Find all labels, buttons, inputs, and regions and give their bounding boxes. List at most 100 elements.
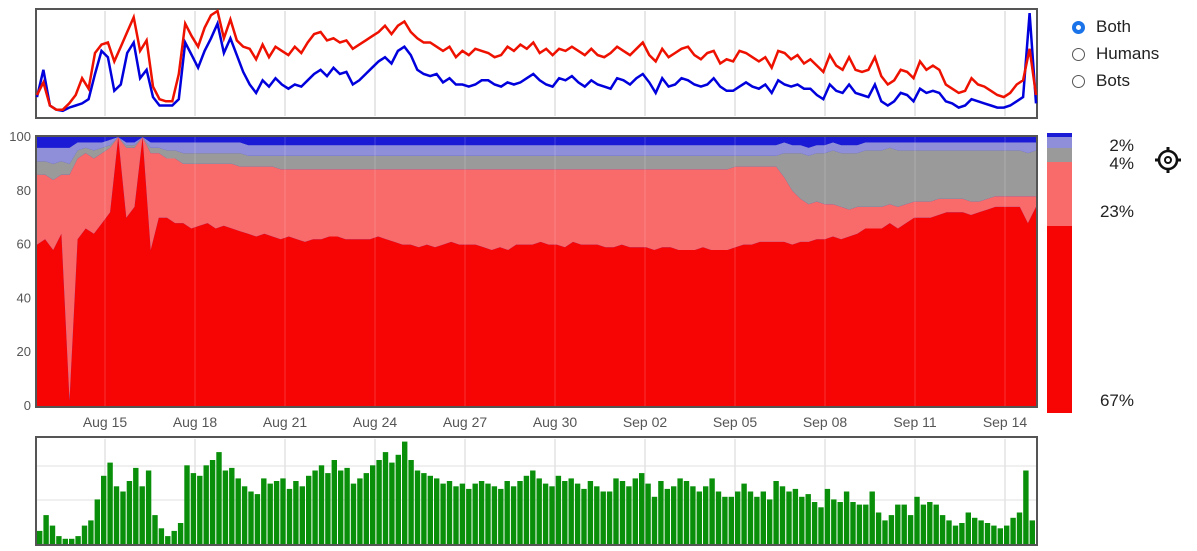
volume-bar <box>472 483 478 544</box>
overview-chart[interactable] <box>35 8 1038 119</box>
x-axis: Aug 15 Aug 18 Aug 21 Aug 24 Aug 27 Aug 30 Sep … <box>83 414 1028 430</box>
radio-both-label: Both <box>1096 17 1131 36</box>
radio-both-dot[interactable] <box>1072 20 1085 34</box>
volume-bar <box>920 504 927 544</box>
volume-bar <box>927 502 933 544</box>
y-tick-label: 100 <box>9 129 31 144</box>
volume-bar <box>434 478 440 544</box>
x-tick-label: Sep 11 <box>893 414 937 430</box>
y-tick-label: 60 <box>17 237 31 252</box>
volume-bar <box>632 478 638 544</box>
volume-bar <box>126 481 133 544</box>
legend-segment <box>1047 226 1072 413</box>
volume-bar <box>158 528 165 545</box>
legend-percentage-label: 67% <box>1100 391 1134 410</box>
legend-segment <box>1047 133 1072 137</box>
volume-bar <box>767 499 773 544</box>
volume-bar <box>267 483 273 544</box>
volume-bar <box>645 483 651 544</box>
volume-bar <box>581 488 587 544</box>
radio-humans-dot[interactable] <box>1072 47 1085 61</box>
volume-bar <box>209 460 216 544</box>
volume-bar <box>190 473 197 544</box>
volume-bar <box>530 470 536 544</box>
volume-bar <box>619 481 626 544</box>
volume-bar <box>907 515 914 544</box>
volume-chart[interactable] <box>35 436 1038 546</box>
overview-series-red <box>35 8 1038 111</box>
volume-bar <box>94 499 100 544</box>
volume-bar <box>914 496 920 545</box>
volume-bar <box>677 478 683 544</box>
y-axis: 0 20 40 60 80 100 <box>9 129 31 413</box>
main-area-lightblue <box>37 137 1036 164</box>
y-tick-label: 0 <box>24 398 31 413</box>
volume-bar <box>760 491 766 544</box>
volume-bar <box>728 496 734 545</box>
x-tick-label: Aug 15 <box>83 414 128 430</box>
volume-bar <box>261 478 267 544</box>
overview-gridlines <box>104 11 1006 116</box>
volume-bar <box>882 520 888 544</box>
volume-bar <box>837 502 843 544</box>
volume-bar <box>293 481 299 544</box>
volume-bar <box>133 467 139 544</box>
legend-percentage-label: 4% <box>1109 154 1134 173</box>
volume-bar <box>869 491 875 544</box>
radio-humans[interactable]: Humans <box>1072 44 1159 64</box>
volume-bar <box>395 454 401 545</box>
volume-bar <box>818 507 824 545</box>
volume-bar <box>376 460 382 544</box>
volume-bar <box>427 475 433 545</box>
volume-bar <box>542 483 549 544</box>
volume-bar <box>978 520 984 544</box>
volume-bar <box>722 496 728 545</box>
x-tick-label: Aug 21 <box>263 414 308 430</box>
volume-bar <box>81 525 88 544</box>
volume-bar <box>152 515 158 544</box>
volume-bar <box>120 491 126 544</box>
volume-bar <box>972 517 978 545</box>
legend-percentage-label: 23% <box>1100 202 1134 221</box>
volume-bar <box>453 486 459 545</box>
volume-bar <box>1016 512 1023 544</box>
volume-bar <box>587 481 594 544</box>
volume-bar <box>184 465 190 545</box>
volume-bar <box>145 470 152 544</box>
volume-bar <box>850 502 856 544</box>
volume-bar <box>1010 517 1016 545</box>
volume-bar <box>747 491 754 544</box>
volume-bar <box>933 504 939 544</box>
radio-both[interactable]: Both <box>1072 17 1131 37</box>
volume-bar <box>75 536 81 544</box>
volume-bar <box>888 515 895 544</box>
volume-bar <box>568 478 574 544</box>
volume-bar <box>254 494 261 544</box>
volume-bar <box>651 496 658 545</box>
x-tick-label: Aug 30 <box>533 414 578 430</box>
volume-bar <box>171 530 177 544</box>
x-tick-label: Sep 14 <box>983 414 1028 430</box>
overview-frame <box>35 8 1038 119</box>
main-area-gray <box>37 137 1036 210</box>
volume-bar <box>984 523 991 544</box>
legend-segment <box>1047 148 1072 162</box>
y-tick-label: 20 <box>17 344 31 359</box>
volume-bar <box>491 486 498 545</box>
radio-bots-dot[interactable] <box>1072 74 1085 88</box>
main-areas <box>37 137 1036 406</box>
volume-bar <box>939 515 946 544</box>
volume-bar <box>799 496 805 545</box>
volume-bar <box>280 478 286 544</box>
radio-bots[interactable]: Bots <box>1072 71 1130 91</box>
volume-bar <box>229 467 235 544</box>
volume-bar <box>831 499 837 544</box>
volume-bar <box>735 491 741 544</box>
gear-icon[interactable] <box>1155 147 1181 173</box>
volume-bar <box>299 486 305 545</box>
volume-bar <box>510 486 517 545</box>
volume-bar <box>600 491 606 544</box>
volume-bar <box>101 475 107 545</box>
volume-bar <box>62 538 68 545</box>
